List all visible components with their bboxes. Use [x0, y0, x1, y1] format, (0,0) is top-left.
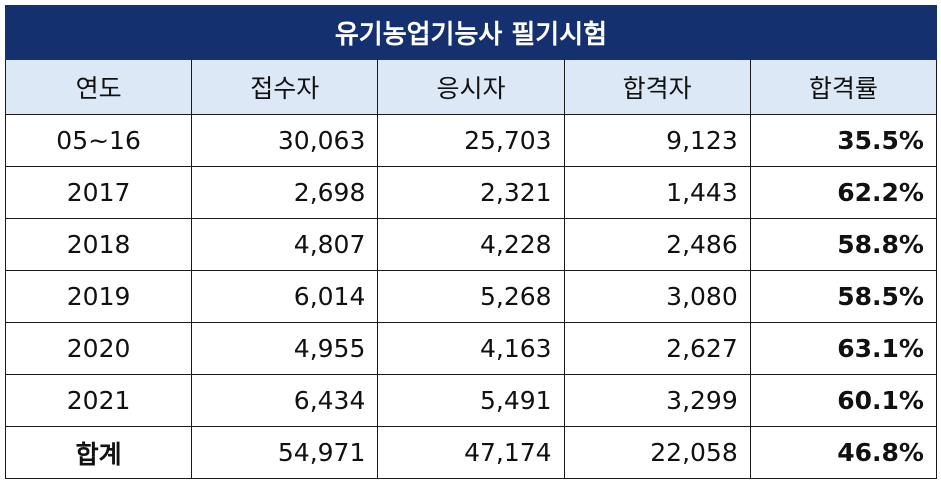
applicants-cell: 2,698 [191, 166, 379, 219]
table-row: 2021 6,434 5,491 3,299 60.1% [4, 374, 937, 427]
examinees-cell: 5,491 [377, 374, 565, 427]
passers-cell: 9,123 [563, 114, 751, 167]
pass-rate-cell: 35.5% [749, 114, 937, 167]
column-header-year: 연도 [4, 59, 193, 115]
table-total-row: 합계 54,971 47,174 22,058 46.8% [4, 426, 937, 479]
examinees-cell: 4,163 [377, 322, 565, 375]
pass-rate-cell: 62.2% [749, 166, 937, 219]
pass-rate-cell: 58.8% [749, 218, 937, 271]
year-cell: 2020 [4, 322, 193, 375]
passers-cell: 2,486 [563, 218, 751, 271]
exam-stats-table: 유기농업기능사 필기시험 연도 접수자 응시자 합격자 합격률 05~16 30… [4, 5, 937, 479]
exam-stats-table-wrapper: 유기농업기능사 필기시험 연도 접수자 응시자 합격자 합격률 05~16 30… [4, 5, 937, 479]
table-row: 2020 4,955 4,163 2,627 63.1% [4, 322, 937, 375]
column-header-pass-rate: 합격률 [749, 59, 937, 115]
table-title: 유기농업기능사 필기시험 [5, 5, 937, 60]
year-cell: 05~16 [4, 114, 193, 167]
examinees-cell: 4,228 [377, 218, 565, 271]
table-row: 05~16 30,063 25,703 9,123 35.5% [4, 114, 937, 167]
applicants-cell: 6,014 [191, 270, 379, 323]
column-header-passers: 합격자 [563, 59, 751, 115]
year-cell: 2021 [4, 374, 193, 427]
total-pass-rate-cell: 46.8% [749, 426, 937, 479]
table-row: 2019 6,014 5,268 3,080 58.5% [4, 270, 937, 323]
total-examinees-cell: 47,174 [377, 426, 565, 479]
passers-cell: 3,080 [563, 270, 751, 323]
column-header-examinees: 응시자 [377, 59, 565, 115]
table-row: 2018 4,807 4,228 2,486 58.8% [4, 218, 937, 271]
column-header-applicants: 접수자 [191, 59, 379, 115]
year-cell: 2017 [4, 166, 193, 219]
passers-cell: 1,443 [563, 166, 751, 219]
examinees-cell: 25,703 [377, 114, 565, 167]
pass-rate-cell: 58.5% [749, 270, 937, 323]
year-cell: 2019 [4, 270, 193, 323]
total-label-cell: 합계 [4, 426, 193, 479]
table-title-row: 유기농업기능사 필기시험 [5, 5, 937, 60]
total-applicants-cell: 54,971 [191, 426, 379, 479]
examinees-cell: 2,321 [377, 166, 565, 219]
applicants-cell: 4,955 [191, 322, 379, 375]
pass-rate-cell: 63.1% [749, 322, 937, 375]
applicants-cell: 6,434 [191, 374, 379, 427]
passers-cell: 2,627 [563, 322, 751, 375]
applicants-cell: 4,807 [191, 218, 379, 271]
pass-rate-cell: 60.1% [749, 374, 937, 427]
table-header-row: 연도 접수자 응시자 합격자 합격률 [4, 59, 937, 115]
applicants-cell: 30,063 [191, 114, 379, 167]
examinees-cell: 5,268 [377, 270, 565, 323]
year-cell: 2018 [4, 218, 193, 271]
table-row: 2017 2,698 2,321 1,443 62.2% [4, 166, 937, 219]
total-passers-cell: 22,058 [563, 426, 751, 479]
passers-cell: 3,299 [563, 374, 751, 427]
